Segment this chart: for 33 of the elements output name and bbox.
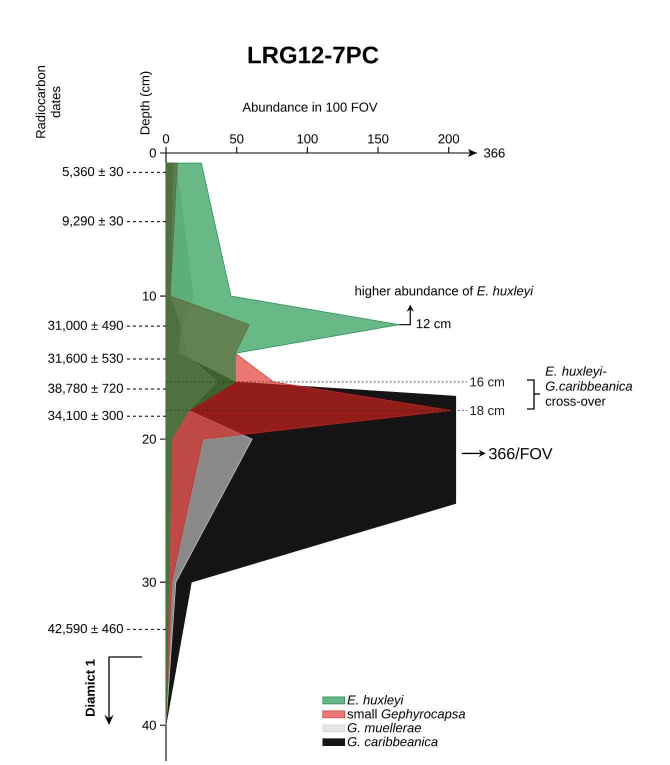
y-tick-label: 10: [142, 291, 156, 301]
text: Diamict 1: [85, 659, 95, 716]
annotation: 42,590 ± 460: [48, 624, 123, 635]
annotation: 31,000 ± 490: [48, 320, 123, 332]
y-tick-label: 30: [142, 578, 156, 587]
y-tick-label: 40: [142, 720, 156, 730]
legend-label: E. huxleyi: [347, 695, 404, 708]
chart-title: LRG12-7PC: [248, 46, 378, 64]
legend-label: small Gephyrocapsa: [347, 708, 466, 722]
x-tick-label: 200: [438, 134, 460, 144]
text: 366: [484, 148, 505, 158]
ref-line-label: 18 cm: [470, 406, 504, 416]
annotation: 5,360 ± 30: [62, 166, 123, 178]
legend-label: G. caribbeanica: [348, 736, 438, 746]
annotation: 366/FOV: [489, 448, 552, 460]
text: E. huxleyi- G.caribbeanica cross-over: [546, 366, 632, 406]
text: Radiocarbon dates: [36, 66, 60, 138]
annotation: 38,780 ± 720: [48, 384, 123, 394]
annotation: 31,600 ± 530: [48, 354, 123, 364]
y-tick-label: 20: [142, 434, 156, 444]
x-tick-label: 50: [230, 134, 244, 144]
y-axis-title: Depth (cm): [140, 72, 152, 134]
y-tick-label: 0: [150, 148, 156, 158]
annotation: 12 cm: [416, 319, 450, 328]
x-tick-label: 100: [298, 134, 318, 144]
x-tick-label: 0: [162, 134, 170, 144]
annotation: higher abundance of E. huxleyi: [355, 286, 534, 298]
legend-label: G. muellerae: [348, 722, 421, 732]
ref-line-label: 16 cm: [470, 377, 504, 386]
x-axis-title: Abundance in 100 FOV: [242, 102, 378, 112]
annotation: 9,290 ± 30: [62, 216, 123, 228]
x-tick-label: 150: [368, 134, 388, 144]
annotation: 34,100 ± 300: [48, 410, 123, 422]
